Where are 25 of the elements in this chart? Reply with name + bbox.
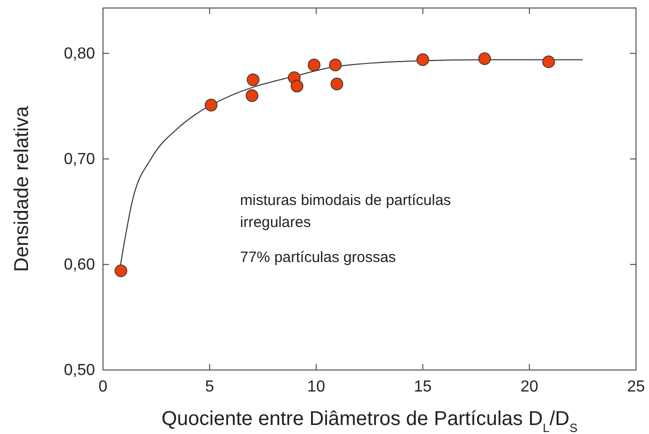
point: [114, 264, 128, 278]
point: [329, 58, 342, 72]
x-axis-title: Quociente entre Diâmetros de Partículas D$_{L}$/D$_{S}$: [162, 408, 578, 434]
annotation: 77% partículas grossas: [240, 249, 396, 266]
y-axis-title: Densidade relativa: [11, 105, 33, 272]
y-tick-label: 0,60: [64, 256, 96, 274]
x-tick-label: 15: [414, 378, 432, 396]
x-tick-label: 20: [520, 378, 538, 396]
point: [290, 80, 304, 92]
y-tick-label: 0,70: [64, 151, 96, 168]
x-tick-label: 5: [205, 378, 214, 396]
point: [416, 53, 430, 66]
point: [246, 73, 260, 86]
x-tick-label: 0: [98, 378, 108, 396]
x-tick-label: 25: [627, 378, 645, 396]
x-tick-label: 10: [307, 378, 326, 396]
point: [246, 89, 258, 102]
point: [308, 58, 320, 72]
y-tick-label: 0,80: [64, 46, 96, 62]
point: [204, 98, 218, 112]
y-tick-label: 0,50: [64, 362, 96, 380]
point: [478, 52, 491, 65]
point: [542, 56, 555, 68]
point: [330, 78, 344, 90]
annotation: misturas bimodais de partículas irregulares: [240, 192, 451, 231]
